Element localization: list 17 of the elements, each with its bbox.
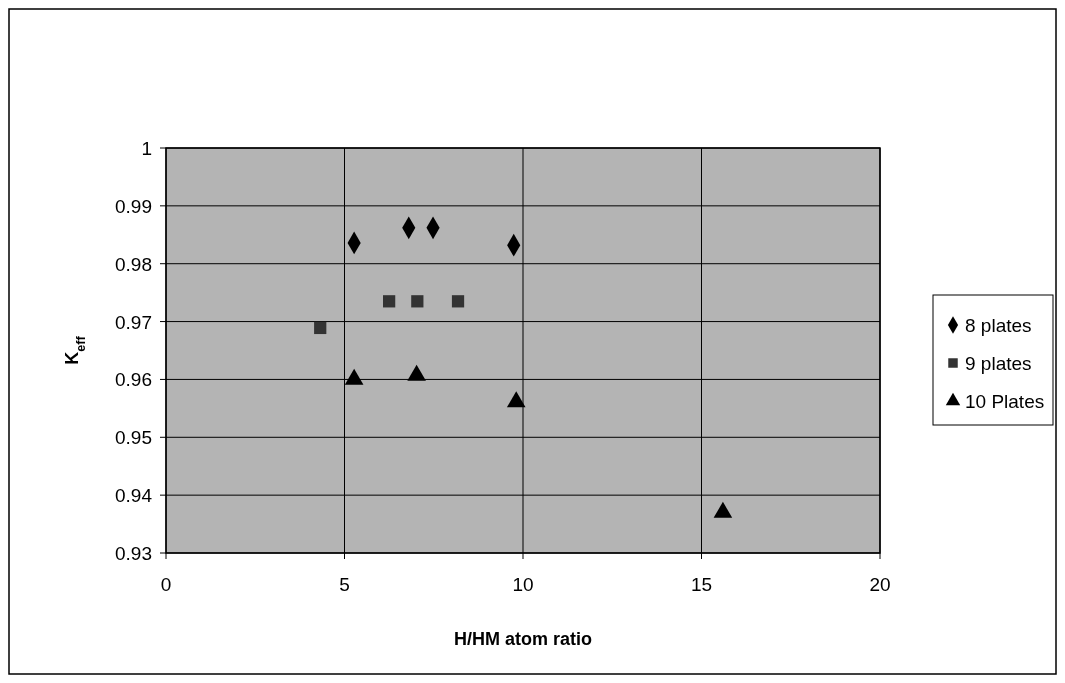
x-axis-title: H/HM atom ratio <box>453 629 593 649</box>
y-tick-label: 0.95 <box>115 427 152 449</box>
legend-label: 10 Plates <box>965 391 1045 412</box>
x-tick-label: 5 <box>339 574 350 595</box>
x-tick-label: 0 <box>160 574 172 595</box>
legend-label: 9 plates <box>965 353 1032 374</box>
x-tick-label: 10 <box>512 574 534 595</box>
y-tick-label: 0.97 <box>115 311 152 333</box>
y-tick-label: 1 <box>141 138 152 159</box>
y-tick-label: 0.93 <box>115 543 152 564</box>
y-tick-label: 0.94 <box>115 485 153 507</box>
y-tick-label: 0.99 <box>115 195 152 217</box>
y-tick-label: 0.98 <box>115 253 152 275</box>
y-tick-label: 0.96 <box>115 369 152 391</box>
legend-label: 8 plates <box>965 315 1032 336</box>
x-tick-label: 20 <box>869 574 891 595</box>
x-tick-label: 15 <box>690 574 713 595</box>
